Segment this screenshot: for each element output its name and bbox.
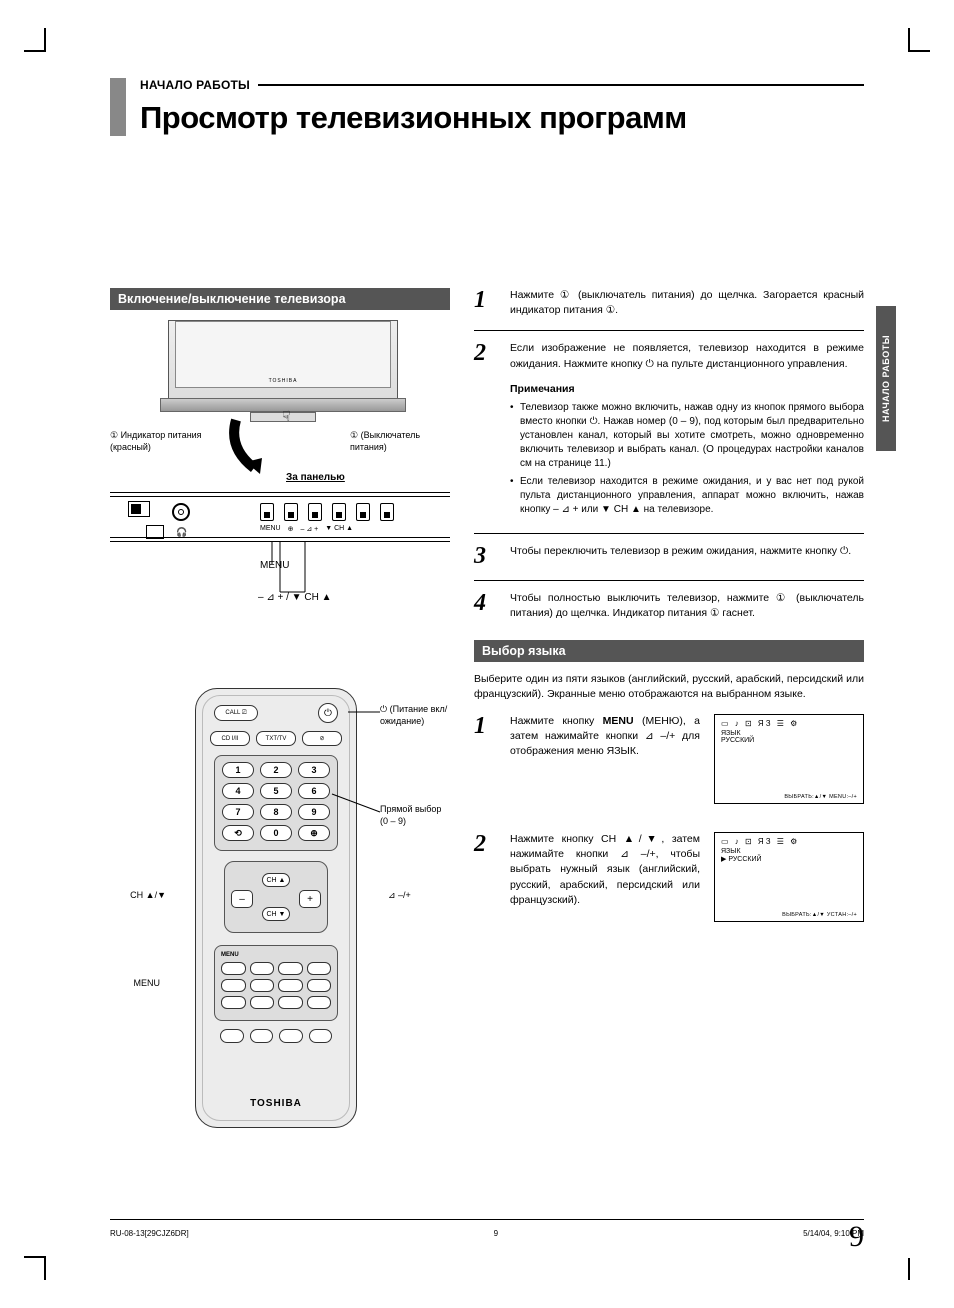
remote-leader-lines xyxy=(110,688,410,838)
panel-sub-menu: MENU xyxy=(260,525,281,533)
vol-leader-label: – ⊿ + / ▼ CH ▲ xyxy=(258,592,331,603)
footer-right: 5/14/04, 9:10 PM xyxy=(803,1229,864,1238)
power-steps: 1 Нажмите ① (выключатель питания) до щел… xyxy=(474,288,864,634)
osd-footer-2: ВЫБРАТЬ:▲/▼ УСТАН:–/+ xyxy=(721,912,857,918)
osd-box-2: ▭ ♪ ⊡ ЯЗ ☰ ⚙ ЯЗЫК ▶ РУССКИЙ ВЫБРАТЬ:▲/▼ … xyxy=(714,832,864,922)
vol-plus-btn: + xyxy=(299,890,321,908)
osd-icons-1: ▭ ♪ ⊡ ЯЗ ☰ ⚙ xyxy=(721,719,857,728)
page-title: Просмотр телевизионных программ xyxy=(140,100,864,136)
lang-step-text-2: Нажмите кнопку CH ▲/▼, затем нажимайте к… xyxy=(510,832,700,922)
step-num-4: 4 xyxy=(474,591,496,621)
osd-box-1: ▭ ♪ ⊡ ЯЗ ☰ ⚙ ЯЗЫК РУССКИЙ ВЫБРАТЬ:▲/▼ ME… xyxy=(714,714,864,804)
lang-step-num-2: 2 xyxy=(474,832,496,922)
behind-panel-label: За панелью xyxy=(286,472,345,483)
speaker-icon xyxy=(172,503,190,521)
panel-btn xyxy=(284,503,298,521)
tv-diagram: TOSHIBA ☟ ① Индикатор питания (красный) … xyxy=(110,320,450,610)
callout-power-sw-1: ① (Выключатель xyxy=(350,430,440,442)
note-1: Телевизор также можно включить, нажав од… xyxy=(510,401,864,471)
lang-intro: Выберите один из пяти языков (английский… xyxy=(474,672,864,702)
step-text-2: Если изображение не появляется, телевизо… xyxy=(510,341,864,371)
osd-line2-1: РУССКИЙ xyxy=(721,737,857,744)
step-text-4: Чтобы полностью выключить телевизор, наж… xyxy=(510,591,864,621)
section-label: НАЧАЛО РАБОТЫ xyxy=(140,78,250,92)
callout-menu: MENU xyxy=(116,978,160,990)
heading-language: Выбор языка xyxy=(474,640,864,662)
panel-btn xyxy=(308,503,322,521)
footer-center: 9 xyxy=(494,1229,498,1238)
osd-icons-2: ▭ ♪ ⊡ ЯЗ ☰ ⚙ xyxy=(721,837,857,846)
callout-power: ⏻ (Питание вкл/ожидание) xyxy=(380,704,460,727)
callout-power-led-1: ① Индикатор питания xyxy=(110,430,220,442)
callout-power-sw-2: питания) xyxy=(350,442,440,454)
ch-up-btn: CH ▲ xyxy=(262,873,290,887)
osd-line1-2: ЯЗЫК xyxy=(721,848,857,855)
ch-down-btn: CH ▼ xyxy=(262,907,290,921)
note-2: Если телевизор находится в режиме ожидан… xyxy=(510,475,864,517)
panel-sub-ch: ▼ CH ▲ xyxy=(325,525,353,533)
footer-rule xyxy=(110,1219,864,1220)
step-num-2: 2 xyxy=(474,341,496,521)
callout-direct-2: (0 – 9) xyxy=(380,816,460,828)
headphone-icon: 🎧 xyxy=(176,527,187,538)
vol-minus-btn: – xyxy=(231,890,253,908)
step-text-1: Нажмите ① (выключатель питания) до щелчк… xyxy=(510,288,864,318)
mini-tv-icon xyxy=(128,501,150,517)
panel-btn xyxy=(260,503,274,521)
remote-menu-label: MENU xyxy=(221,952,331,958)
osd-line2-2: ▶ РУССКИЙ xyxy=(721,855,857,863)
callout-power-led-2: (красный) xyxy=(110,442,220,454)
panel-sub-vol: – ⊿ + xyxy=(301,525,319,533)
remote-diagram: CALL ⎚ ⏻ CD I/II TXT/TV ⊘ 1 2 3 xyxy=(110,688,450,1148)
step-num-1: 1 xyxy=(474,288,496,318)
osd-line1-1: ЯЗЫК xyxy=(721,730,857,737)
remote-brand: TOSHIBA xyxy=(196,1098,356,1109)
callout-direct-1: Прямой выбор xyxy=(380,804,460,816)
panel-btn xyxy=(380,503,394,521)
panel-btn xyxy=(356,503,370,521)
panel-btn xyxy=(332,503,346,521)
side-tab: НАЧАЛО РАБОТЫ xyxy=(876,306,896,451)
callout-vol: ⊿ –/+ xyxy=(388,890,411,902)
footer-left: RU-08-13[29CJZ6DR] xyxy=(110,1229,189,1238)
header-rule xyxy=(258,84,864,85)
arrow-curve-icon xyxy=(226,418,286,478)
accent-bar xyxy=(110,78,126,136)
lang-step-text-1: Нажмите кнопку MENU (МЕНЮ), а затем нажи… xyxy=(510,714,700,804)
menu-leader-label: MENU xyxy=(260,560,289,571)
tv-brand: TOSHIBA xyxy=(269,378,298,384)
panel-sub-input: ⊕ xyxy=(288,525,294,533)
grid-icon xyxy=(146,525,164,539)
lang-step-num-1: 1 xyxy=(474,714,496,804)
callout-ch: CH ▲/▼ xyxy=(110,890,166,902)
notes-heading: Примечания xyxy=(510,382,864,397)
osd-footer-1: ВЫБРАТЬ:▲/▼ MENU:–/+ xyxy=(721,794,857,800)
step-num-3: 3 xyxy=(474,544,496,568)
heading-power: Включение/выключение телевизора xyxy=(110,288,450,310)
step-text-3: Чтобы переключить телевизор в режим ожид… xyxy=(510,544,864,568)
